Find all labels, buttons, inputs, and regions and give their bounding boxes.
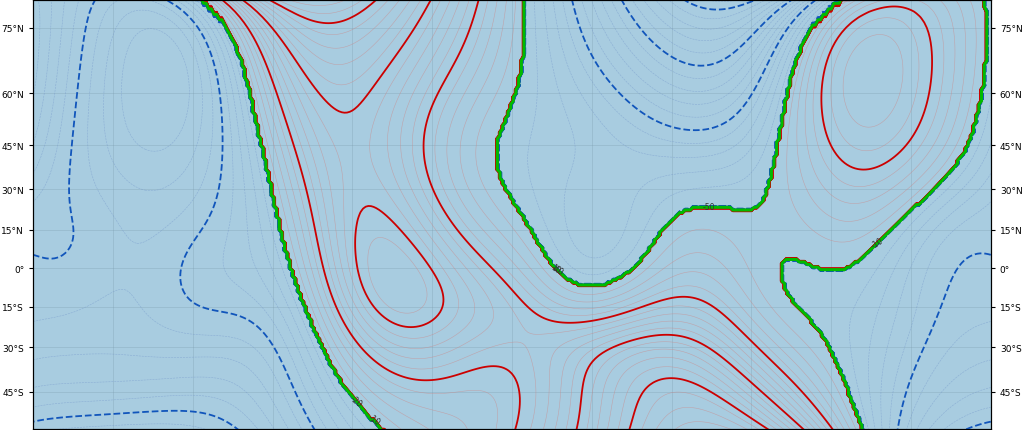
Text: 10: 10	[549, 262, 562, 275]
Text: -40: -40	[550, 263, 565, 277]
Text: -20: -20	[348, 394, 364, 409]
Text: -10: -10	[870, 236, 886, 250]
Text: -50: -50	[702, 203, 715, 212]
Text: -10: -10	[366, 413, 381, 427]
